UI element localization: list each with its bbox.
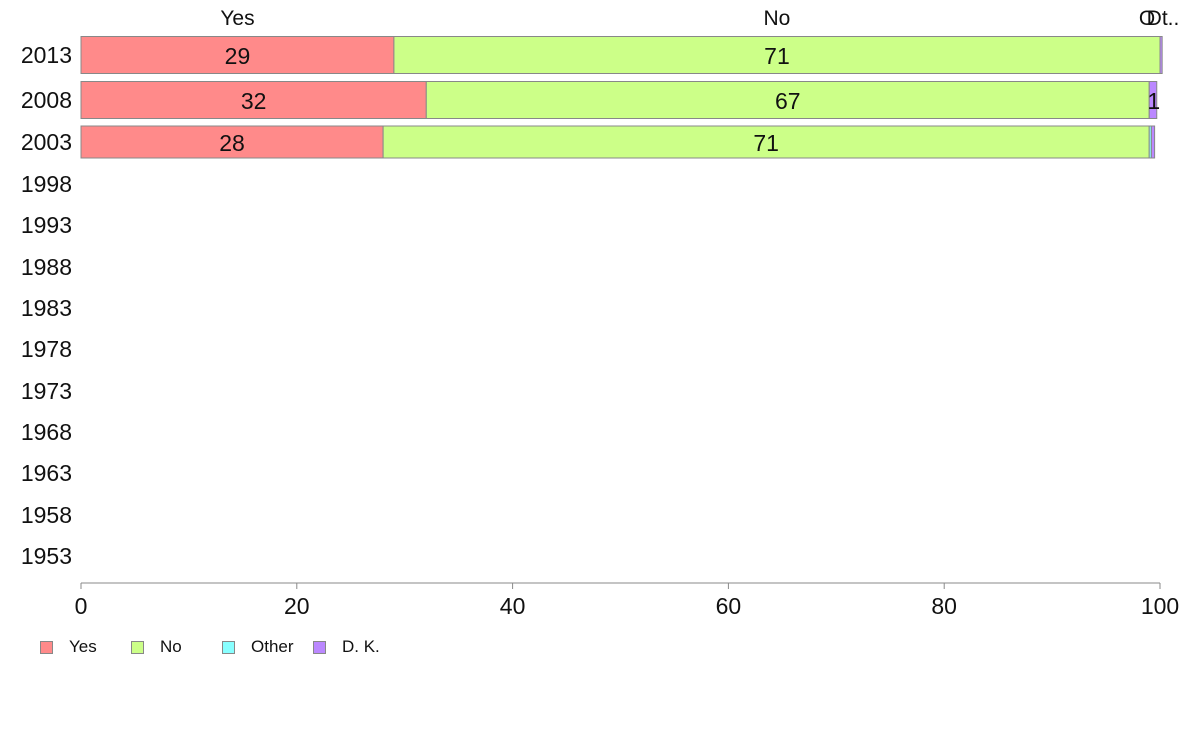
legend-item-dk: D. K. <box>313 637 380 657</box>
x-tick-label: 80 <box>931 593 957 619</box>
data-label: 28 <box>219 130 245 156</box>
legend-item-other: Other <box>222 637 297 657</box>
legend-swatch-yes <box>40 640 53 654</box>
legend-label-yes: Yes <box>69 637 97 656</box>
y-tick-label: 1958 <box>21 502 72 528</box>
top-series-label: No <box>764 7 791 30</box>
legend-swatch-dk <box>313 640 326 654</box>
y-tick-label: 1998 <box>21 171 72 197</box>
y-tick-label: 1993 <box>21 212 72 238</box>
y-tick-label: 1978 <box>21 336 72 362</box>
bar-segment <box>1150 125 1156 159</box>
data-label: 71 <box>764 43 790 69</box>
bar-segment <box>382 125 1150 159</box>
data-label: 29 <box>225 43 251 69</box>
y-tick-label: 2008 <box>21 87 72 113</box>
y-tick-label: 1988 <box>21 254 72 280</box>
y-tick-label: 1953 <box>21 543 72 569</box>
legend-swatch-other <box>222 640 235 654</box>
x-tick-label: 40 <box>500 593 526 619</box>
data-label: 32 <box>241 88 267 114</box>
data-label: 71 <box>753 130 779 156</box>
bar-segment <box>1148 81 1158 119</box>
y-tick-label: 1968 <box>21 419 72 445</box>
legend: Yes No Other D. K. <box>40 637 396 657</box>
x-tick-label: 20 <box>284 593 310 619</box>
bar-segment <box>1159 36 1163 74</box>
y-tick-label: 1963 <box>21 460 72 486</box>
y-tick-label: 2013 <box>21 42 72 68</box>
x-tick-label: 0 <box>75 593 88 619</box>
data-label: 67 <box>775 88 801 114</box>
legend-swatch-no <box>131 640 144 654</box>
legend-label-dk: D. K. <box>342 637 380 656</box>
x-tick-label: 60 <box>716 593 742 619</box>
bar-segment <box>393 36 1161 74</box>
y-tick-label: 1983 <box>21 295 72 321</box>
bar-segment <box>80 36 395 74</box>
top-series-label: Yes <box>220 7 254 30</box>
y-tick-label: 1973 <box>21 378 72 404</box>
legend-label-other: Other <box>251 637 294 656</box>
x-tick-label: 100 <box>1141 593 1179 619</box>
y-tick-label: 2003 <box>21 129 72 155</box>
legend-item-no: No <box>131 637 206 657</box>
top-series-label: Dt.. <box>1147 7 1180 30</box>
legend-item-yes: Yes <box>40 637 115 657</box>
bar-segment <box>80 125 384 159</box>
legend-label-no: No <box>160 637 182 656</box>
bar-segment <box>425 81 1150 119</box>
top-series-label: O <box>1139 7 1155 30</box>
bar-segment <box>80 81 427 119</box>
data-label: 1 <box>1147 88 1160 114</box>
